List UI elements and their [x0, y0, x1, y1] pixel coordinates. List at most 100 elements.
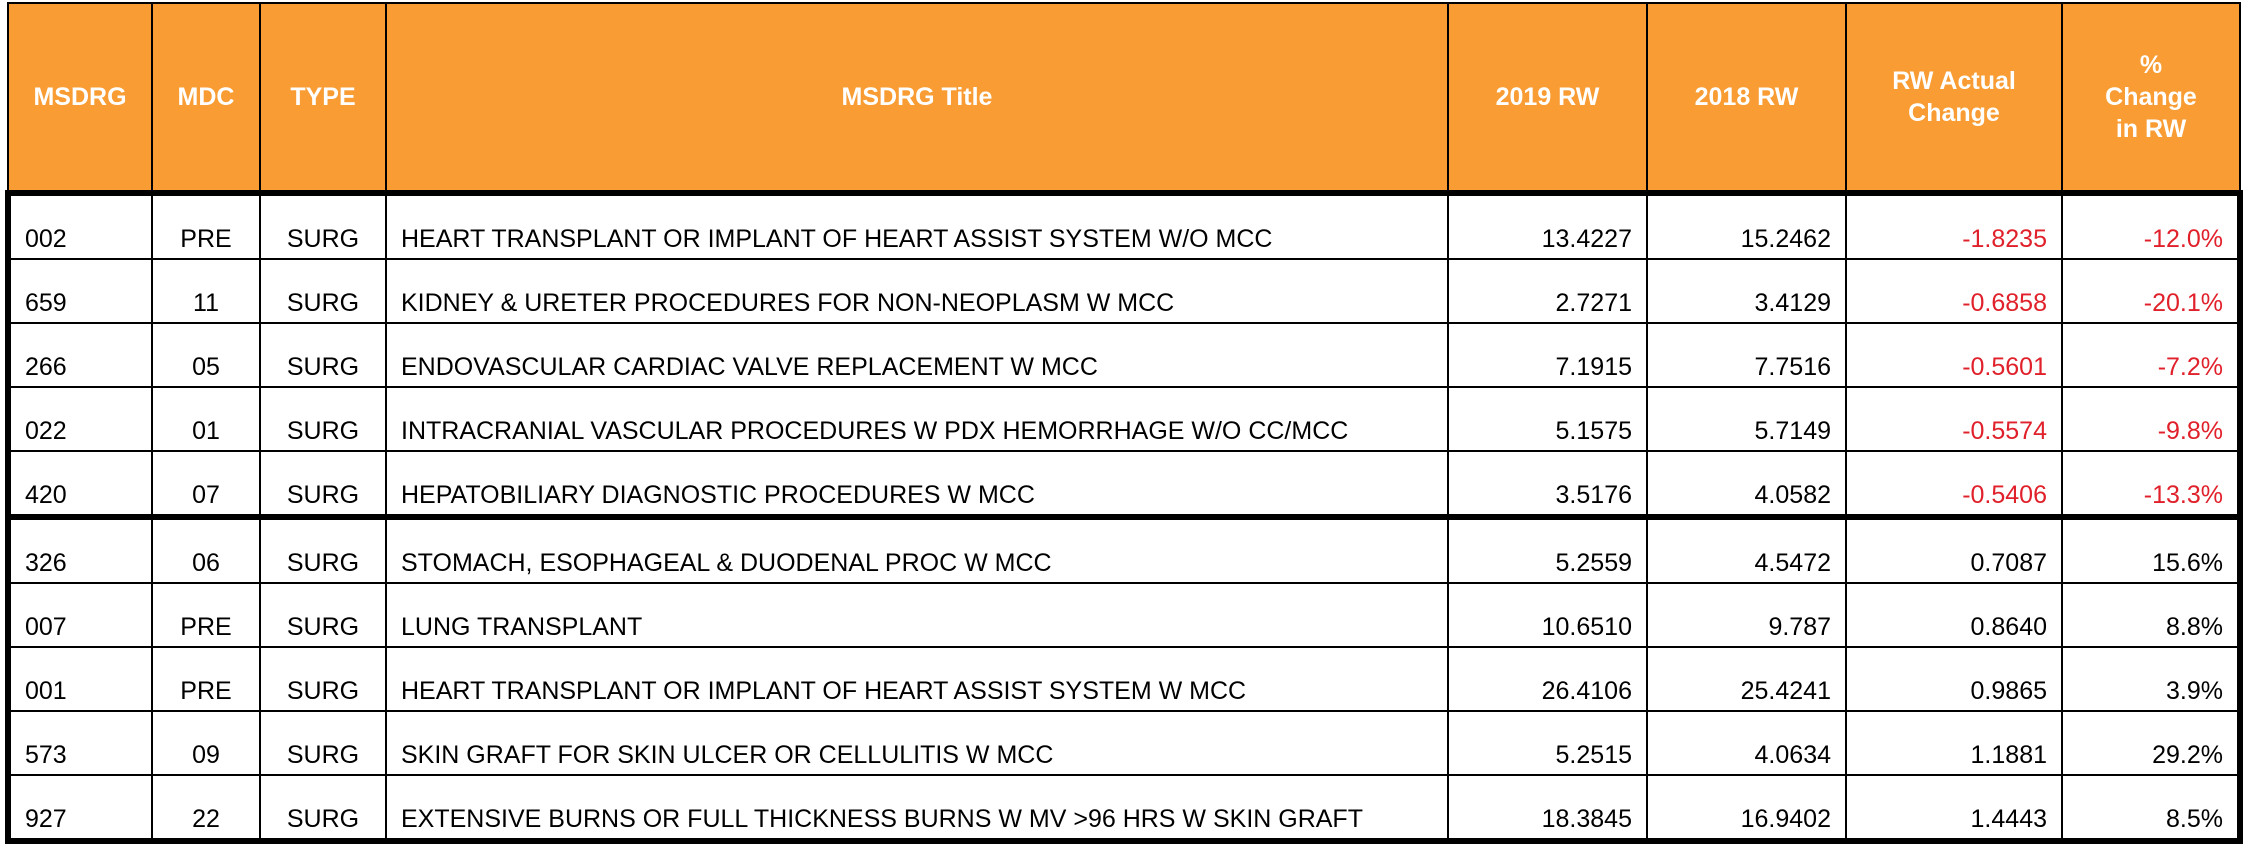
header-row: MSDRG MDC TYPE MSDRG Title 2019 RW 2018 RW RW …: [7, 2, 2241, 194]
cell-msdrg: 001: [7, 646, 153, 712]
cell-change-in-rw: 8.8%: [2061, 582, 2241, 648]
cell-mdc: PRE: [151, 646, 261, 712]
cell-msdrg: 002: [7, 192, 153, 260]
increase-group: 326 06 SURG STOMACH, ESOPHAGEAL & DUODENAL …: [7, 516, 2241, 842]
cell-2018-rw: 15.2462: [1646, 192, 1847, 260]
cell-rw-actual-change: -0.5574: [1845, 386, 2063, 452]
cell-change-in-rw: -9.8%: [2061, 386, 2241, 452]
cell-change-in-rw: 15.6%: [2061, 516, 2241, 584]
table-row: 266 05 SURG ENDOVASCULAR CARDIAC VALVE REPL…: [7, 322, 2241, 388]
cell-2019-rw: 2.7271: [1447, 258, 1648, 324]
cell-2019-rw: 10.6510: [1447, 582, 1648, 648]
cell-type: SURG: [259, 322, 387, 388]
cell-msdrg-title: HEART TRANSPLANT OR IMPLANT OF HEART ASS…: [385, 646, 1449, 712]
cell-2019-rw: 5.2515: [1447, 710, 1648, 776]
cell-change-in-rw: 3.9%: [2061, 646, 2241, 712]
cell-2019-rw: 5.1575: [1447, 386, 1648, 452]
cell-mdc: 05: [151, 322, 261, 388]
cell-change-in-rw: -13.3%: [2061, 450, 2241, 518]
cell-rw-actual-change: 0.9865: [1845, 646, 2063, 712]
cell-msdrg: 420: [7, 450, 153, 518]
column-header: MDC: [151, 2, 261, 194]
cell-2019-rw: 3.5176: [1447, 450, 1648, 518]
cell-change-in-rw: -12.0%: [2061, 192, 2241, 260]
cell-msdrg-title: LUNG TRANSPLANT: [385, 582, 1449, 648]
cell-msdrg: 007: [7, 582, 153, 648]
cell-type: SURG: [259, 646, 387, 712]
cell-change-in-rw: 29.2%: [2061, 710, 2241, 776]
cell-mdc: 06: [151, 516, 261, 584]
cell-msdrg-title: KIDNEY & URETER PROCEDURES FOR NON-NEOPL…: [385, 258, 1449, 324]
cell-msdrg: 927: [7, 774, 153, 842]
cell-rw-actual-change: 0.7087: [1845, 516, 2063, 584]
cell-2018-rw: 9.787: [1646, 582, 1847, 648]
drg-weight-change-table: MSDRG MDC TYPE MSDRG Title 2019 RW 2018 RW RW …: [5, 2, 2243, 844]
table-row: 007 PRE SURG LUNG TRANSPLANT 10.6510 9.787 0.8…: [7, 582, 2241, 648]
column-header: 2018 RW: [1646, 2, 1847, 194]
cell-msdrg-title: INTRACRANIAL VASCULAR PROCEDURES W PDX H…: [385, 386, 1449, 452]
cell-msdrg-title: HEART TRANSPLANT OR IMPLANT OF HEART ASS…: [385, 192, 1449, 260]
table-row: 420 07 SURG HEPATOBILIARY DIAGNOSTIC PROCED…: [7, 450, 2241, 518]
table-row: 022 01 SURG INTRACRANIAL VASCULAR PROCEDURE…: [7, 386, 2241, 452]
cell-msdrg-title: EXTENSIVE BURNS OR FULL THICKNESS BURNS …: [385, 774, 1449, 842]
column-header: % Change in RW: [2061, 2, 2241, 194]
cell-2018-rw: 4.5472: [1646, 516, 1847, 584]
cell-2019-rw: 7.1915: [1447, 322, 1648, 388]
cell-rw-actual-change: -1.8235: [1845, 192, 2063, 260]
cell-2018-rw: 4.0634: [1646, 710, 1847, 776]
cell-msdrg: 266: [7, 322, 153, 388]
table-row: 659 11 SURG KIDNEY & URETER PROCEDURES FOR …: [7, 258, 2241, 324]
decrease-group: 002 PRE SURG HEART TRANSPLANT OR IMPLANT OF…: [7, 192, 2241, 518]
table-row: 001 PRE SURG HEART TRANSPLANT OR IMPLANT OF…: [7, 646, 2241, 712]
cell-type: SURG: [259, 192, 387, 260]
cell-type: SURG: [259, 516, 387, 584]
cell-mdc: PRE: [151, 192, 261, 260]
cell-change-in-rw: 8.5%: [2061, 774, 2241, 842]
table-row: 573 09 SURG SKIN GRAFT FOR SKIN ULCER OR CE…: [7, 710, 2241, 776]
cell-msdrg-title: SKIN GRAFT FOR SKIN ULCER OR CELLULITIS …: [385, 710, 1449, 776]
column-header: MSDRG Title: [385, 2, 1449, 194]
cell-mdc: 11: [151, 258, 261, 324]
cell-type: SURG: [259, 582, 387, 648]
cell-rw-actual-change: -0.5601: [1845, 322, 2063, 388]
cell-2018-rw: 7.7516: [1646, 322, 1847, 388]
column-header: RW Actual Change: [1845, 2, 2063, 194]
cell-2019-rw: 13.4227: [1447, 192, 1648, 260]
cell-msdrg-title: ENDOVASCULAR CARDIAC VALVE REPLACEMENT W…: [385, 322, 1449, 388]
cell-2018-rw: 3.4129: [1646, 258, 1847, 324]
cell-2018-rw: 16.9402: [1646, 774, 1847, 842]
cell-2019-rw: 18.3845: [1447, 774, 1648, 842]
cell-2018-rw: 5.7149: [1646, 386, 1847, 452]
cell-change-in-rw: -7.2%: [2061, 322, 2241, 388]
table-row: 927 22 SURG EXTENSIVE BURNS OR FULL THICKNE…: [7, 774, 2241, 842]
cell-rw-actual-change: 1.1881: [1845, 710, 2063, 776]
cell-msdrg: 659: [7, 258, 153, 324]
cell-type: SURG: [259, 710, 387, 776]
cell-msdrg: 573: [7, 710, 153, 776]
cell-msdrg-title: HEPATOBILIARY DIAGNOSTIC PROCEDURES W MC…: [385, 450, 1449, 518]
cell-msdrg-title: STOMACH, ESOPHAGEAL & DUODENAL PROC W MC…: [385, 516, 1449, 584]
table-row: 326 06 SURG STOMACH, ESOPHAGEAL & DUODENAL …: [7, 516, 2241, 584]
cell-2019-rw: 5.2559: [1447, 516, 1648, 584]
cell-2019-rw: 26.4106: [1447, 646, 1648, 712]
cell-change-in-rw: -20.1%: [2061, 258, 2241, 324]
cell-mdc: PRE: [151, 582, 261, 648]
column-header: TYPE: [259, 2, 387, 194]
cell-2018-rw: 25.4241: [1646, 646, 1847, 712]
cell-type: SURG: [259, 386, 387, 452]
cell-rw-actual-change: -0.6858: [1845, 258, 2063, 324]
cell-rw-actual-change: 1.4443: [1845, 774, 2063, 842]
cell-type: SURG: [259, 258, 387, 324]
cell-mdc: 09: [151, 710, 261, 776]
cell-type: SURG: [259, 774, 387, 842]
cell-rw-actual-change: 0.8640: [1845, 582, 2063, 648]
column-header: MSDRG: [7, 2, 153, 194]
cell-mdc: 07: [151, 450, 261, 518]
cell-rw-actual-change: -0.5406: [1845, 450, 2063, 518]
column-header: 2019 RW: [1447, 2, 1648, 194]
cell-mdc: 22: [151, 774, 261, 842]
cell-msdrg: 022: [7, 386, 153, 452]
cell-2018-rw: 4.0582: [1646, 450, 1847, 518]
cell-type: SURG: [259, 450, 387, 518]
cell-msdrg: 326: [7, 516, 153, 584]
